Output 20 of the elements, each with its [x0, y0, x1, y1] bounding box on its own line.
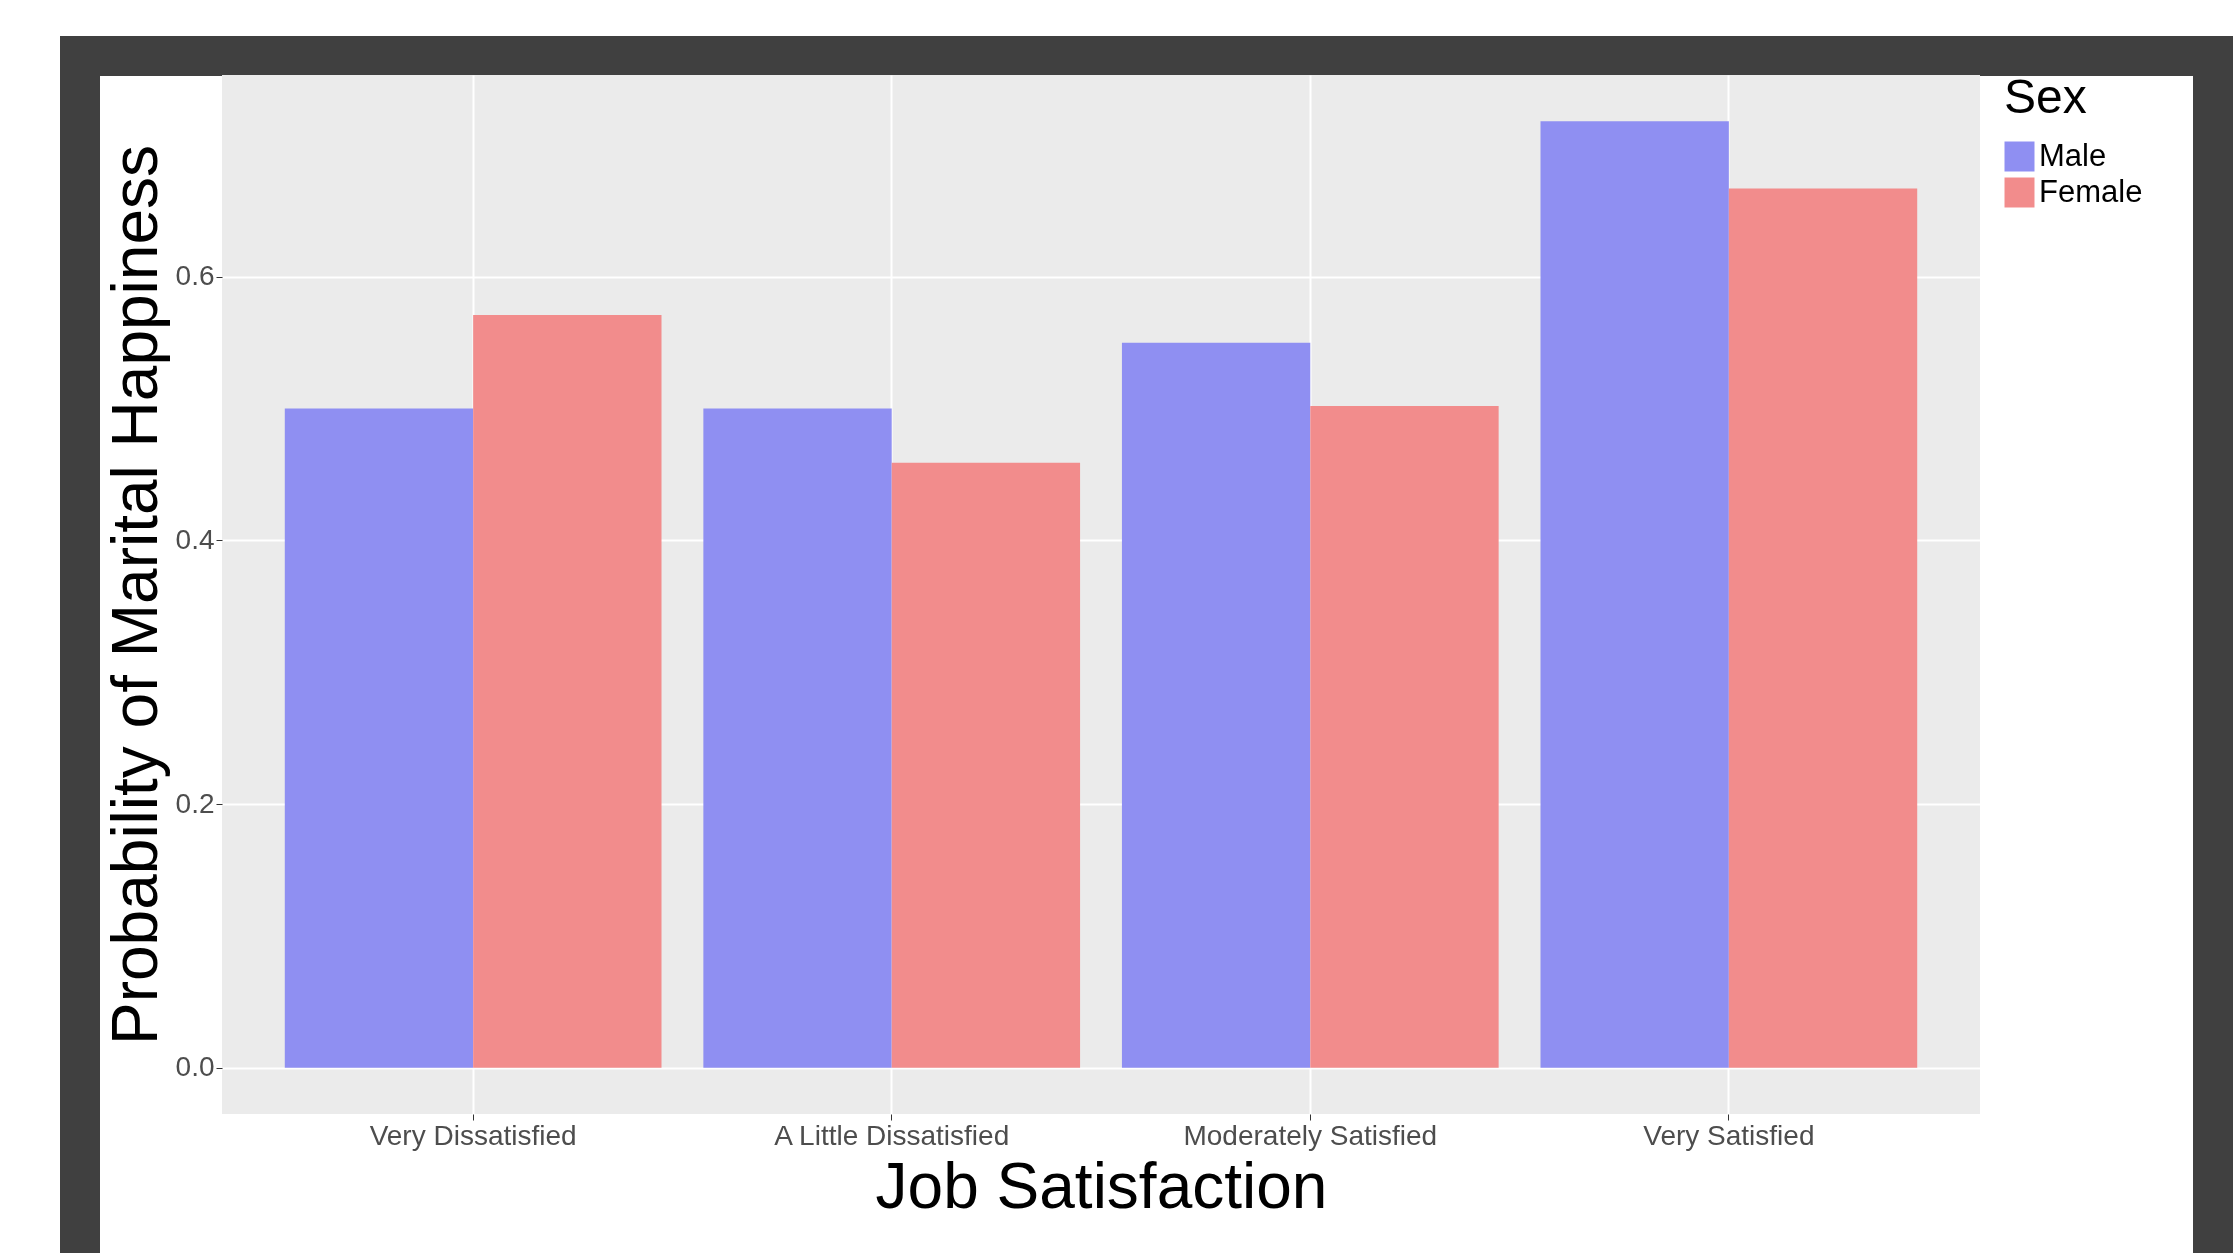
bar [473, 314, 662, 1068]
bar [1121, 342, 1311, 1068]
legend-label: Female [2039, 173, 2143, 209]
x-tick-label: Moderately Satisfied [1183, 1119, 1438, 1151]
legend-title: Sex [2004, 70, 2087, 123]
x-tick-label: A Little Dissatisfied [774, 1119, 1010, 1151]
bar [1728, 188, 1918, 1068]
y-tick-label: 0.2 [175, 787, 215, 819]
bar [1540, 121, 1729, 1068]
bar [1310, 405, 1499, 1068]
bar [284, 408, 474, 1068]
bar [891, 462, 1081, 1068]
bar [703, 408, 892, 1068]
y-tick-label: 0.6 [175, 260, 215, 292]
y-tick-label: 0.4 [175, 523, 215, 555]
y-tick-label: 0.0 [175, 1051, 215, 1083]
y-axis-title: Probability of Marital Happiness [98, 145, 171, 1045]
x-tick-label: Very Dissatisfied [369, 1119, 577, 1151]
x-tick-label: Very Satisfied [1643, 1119, 1815, 1151]
legend-label: Male [2039, 137, 2107, 173]
